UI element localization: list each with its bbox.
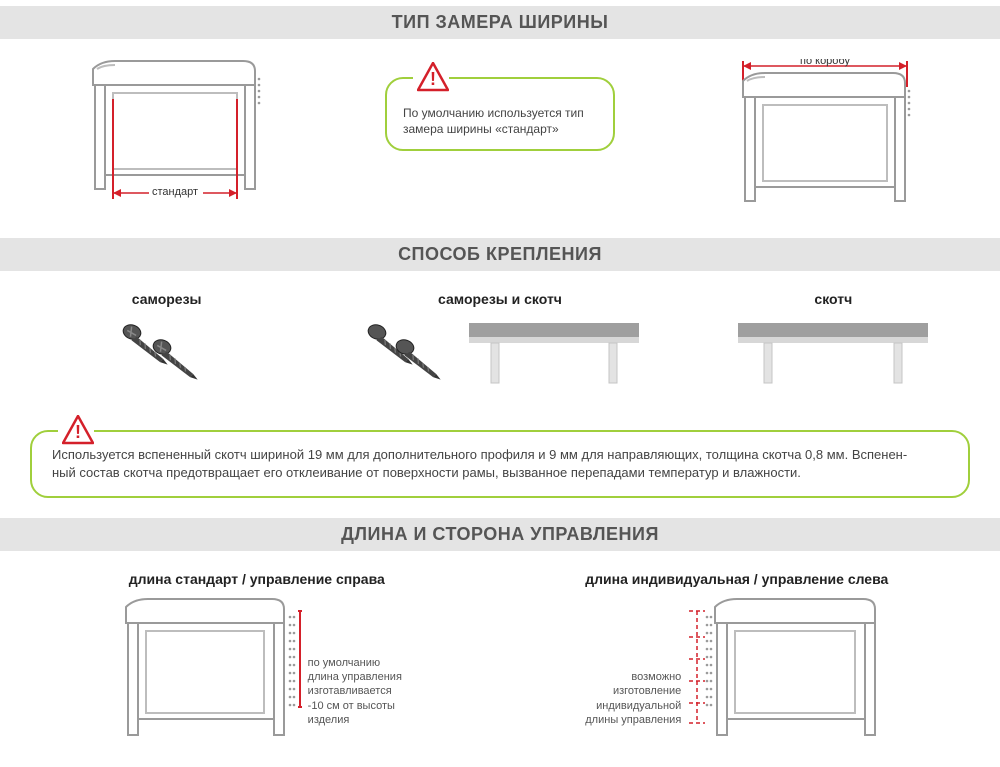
section1-row: стандарт ! По умолчанию используется тип… [0, 49, 1000, 232]
mount-tape: скотч [703, 291, 963, 390]
control-left-note: возможно изготовление индивидуальной дли… [585, 670, 681, 727]
mount-screws-label: саморезы [37, 291, 297, 307]
warning-icon: ! [58, 415, 94, 447]
width-box-svg: по коробу [725, 59, 925, 209]
control-right-figure: длина стандарт / управление справа по ум… [112, 571, 402, 747]
control-right-svg [112, 597, 302, 747]
section1-callout-text: По умолчанию используется тип замера шир… [403, 106, 584, 136]
control-right-label: длина стандарт / управление справа [112, 571, 402, 587]
width-box-figure: по коробу [725, 59, 925, 212]
mount-screws-tape-label: саморезы и скотч [330, 291, 670, 307]
svg-text:!: ! [75, 422, 81, 442]
section2-callout: ! Используется вспененный скотч шириной … [30, 430, 970, 498]
section3-row: длина стандарт / управление справа по ум… [0, 561, 1000, 767]
section2-callout-text: Используется вспененный скотч шириной 19… [52, 447, 907, 480]
standard-label: стандарт [152, 186, 198, 198]
control-left-label: длина индивидуальная / управление слева [585, 571, 888, 587]
svg-text:!: ! [430, 69, 436, 89]
section1-header: ТИП ЗАМЕРА ШИРИНЫ [0, 6, 1000, 39]
box-label: по коробу [800, 59, 850, 67]
tape-profile-icon-2 [738, 317, 928, 387]
mount-screws: саморезы [37, 291, 297, 390]
control-right-note: по умолчанию длина управления изготавлив… [308, 656, 402, 727]
section2-header: СПОСОБ КРЕПЛЕНИЯ [0, 238, 1000, 271]
warning-icon: ! [413, 62, 449, 94]
control-left-svg [687, 597, 887, 747]
section2-row: саморезы саморезы и скотч [0, 281, 1000, 410]
screws-icon [112, 317, 222, 387]
screws-icon-2 [361, 317, 461, 387]
mount-tape-label: скотч [703, 291, 963, 307]
width-standard-svg: стандарт [75, 59, 275, 209]
section3-header: ДЛИНА И СТОРОНА УПРАВЛЕНИЯ [0, 518, 1000, 551]
mount-screws-tape: саморезы и скотч [330, 291, 670, 387]
section1-callout: ! По умолчанию используется тип замера ш… [385, 77, 615, 151]
tape-profile-icon [469, 317, 639, 387]
control-left-figure: длина индивидуальная / управление слева … [585, 571, 888, 747]
width-standard-figure: стандарт [75, 59, 275, 212]
